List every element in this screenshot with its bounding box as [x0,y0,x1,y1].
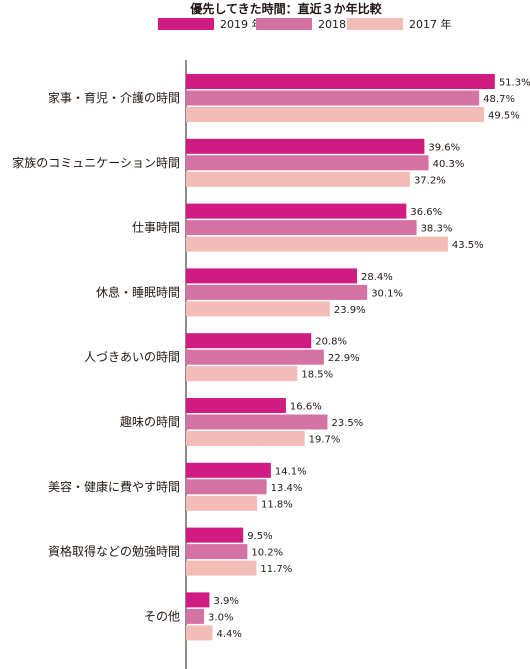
value-label-2-1: 38.3% [421,224,453,235]
chart-title: 優先してきた時間：直近３か年比較 [189,1,382,16]
bar-2-1 [186,220,417,236]
bar-7-1 [186,544,248,560]
bar-5-2 [186,431,305,446]
bar-3-2 [186,301,330,317]
value-label-3-0: 28.4% [361,272,393,283]
value-label-0-2: 49.5% [488,111,520,122]
value-label-7-1: 10.2% [251,548,283,559]
category-label-8: その他 [144,609,180,623]
bar-8-0 [186,592,210,608]
value-label-0-1: 48.7% [483,94,515,105]
bar-8-2 [186,625,213,641]
category-labels: 家事・育児・介護の時間家族のコミュニケーション時間仕事時間休息・睡眠時間人づきあ… [12,90,180,623]
category-label-1: 家族のコミュニケーション時間 [12,155,180,170]
legend-label-2: 2017 年 [409,17,452,31]
legend-label-0: 2019 年 [220,17,263,31]
value-label-8-2: 4.4% [216,629,241,640]
value-label-4-2: 18.5% [301,370,333,381]
value-label-1-2: 37.2% [414,175,446,186]
bar-2-0 [186,203,407,219]
value-label-2-2: 43.5% [452,240,484,251]
bar-0-2 [186,107,484,122]
value-label-4-0: 20.8% [315,337,347,348]
value-label-7-0: 9.5% [247,531,272,542]
bar-5-1 [186,414,328,430]
value-label-7-2: 11.7% [260,564,292,575]
value-label-5-1: 23.5% [331,418,363,429]
bars [186,74,495,641]
bar-4-1 [186,349,324,365]
bar-5-0 [186,398,286,413]
bar-4-2 [186,366,298,382]
legend-swatch-2 [347,18,403,30]
value-label-1-1: 40.3% [433,159,465,170]
value-label-3-2: 23.9% [334,305,366,316]
value-label-4-1: 22.9% [328,353,360,364]
bar-3-1 [186,284,368,300]
bar-6-0 [186,462,271,478]
bar-4-0 [186,333,312,349]
bar-6-2 [186,495,258,511]
bar-7-0 [186,527,244,543]
category-label-2: 仕事時間 [132,221,180,235]
value-label-5-2: 19.7% [309,435,341,446]
value-label-6-2: 11.8% [261,499,293,510]
category-label-3: 休息・睡眠時間 [96,284,180,299]
value-label-1-0: 39.6% [428,142,460,153]
category-label-0: 家事・育児・介護の時間 [48,90,180,105]
bar-6-1 [186,479,267,495]
bar-1-2 [186,171,410,187]
legend-swatch-0 [158,18,214,30]
bar-2-2 [186,236,448,252]
bar-7-2 [186,560,257,576]
bar-3-0 [186,268,357,284]
value-labels: 51.3% 48.7% 49.5% 39.6% 40.3% 37.2% 36.6% 38.3%… [208,78,530,640]
bar-8-1 [186,608,205,624]
bar-1-0 [186,138,425,154]
value-label-8-1: 3.0% [208,612,233,623]
value-label-6-0: 14.1% [275,466,307,477]
value-label-8-0: 3.9% [213,596,238,607]
value-label-5-0: 16.6% [290,402,322,413]
legend-swatch-1 [256,18,312,30]
category-label-5: 趣味の時間 [120,414,180,429]
category-label-7: 資格取得などの勉強時間 [48,544,180,559]
value-label-2-0: 36.6% [410,207,442,218]
value-label-0-0: 51.3% [499,78,530,89]
bar-0-0 [186,74,495,89]
bar-1-1 [186,155,429,171]
category-label-4: 人づきあいの時間 [84,350,180,364]
legend: 2019 年 2018 年 2017 年 [158,17,452,31]
bar-0-1 [186,90,480,106]
category-label-6: 美容・健康に費やす時間 [48,479,180,494]
value-label-6-1: 13.4% [271,483,303,494]
value-label-3-1: 30.1% [371,288,403,299]
